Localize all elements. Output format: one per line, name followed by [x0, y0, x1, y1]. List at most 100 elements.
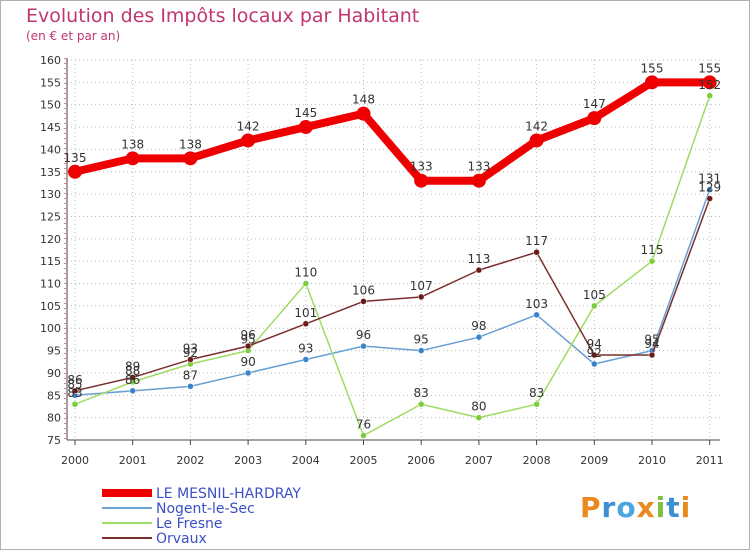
series-point-3	[129, 374, 136, 381]
legend-label: Nogent-le-Sec	[156, 501, 255, 517]
y-tick-label: 85	[47, 389, 61, 402]
series-point-0	[183, 151, 198, 166]
data-label: 142	[525, 119, 548, 133]
data-label: 85	[67, 377, 82, 391]
series-point-3	[71, 387, 79, 395]
data-label: 95	[240, 333, 255, 347]
data-label: 83	[414, 386, 429, 400]
series-point-3	[533, 248, 540, 256]
series-point-3	[648, 351, 656, 359]
series-line-2	[74, 95, 711, 437]
data-label: 117	[525, 234, 548, 248]
data-label: 138	[121, 137, 144, 151]
data-label: 155	[698, 61, 721, 75]
series-layer	[68, 75, 717, 439]
y-tick-label: 155	[40, 76, 61, 89]
series-point-0	[529, 133, 544, 148]
y-tick-label: 80	[47, 412, 61, 425]
series-point-2	[591, 302, 598, 310]
data-label: 83	[529, 386, 544, 400]
data-label: 92	[587, 346, 602, 360]
data-label: 96	[356, 328, 371, 342]
data-label: 96	[240, 328, 255, 342]
y-tick-label: 95	[47, 345, 61, 358]
series-point-0	[702, 75, 717, 90]
series-point-3	[417, 293, 425, 301]
data-label: 87	[183, 368, 198, 382]
data-label: 135	[64, 151, 87, 165]
x-tick-label: 2000	[61, 454, 89, 467]
data-label: 133	[410, 160, 433, 174]
data-label: 86	[67, 373, 82, 387]
series-point-1	[591, 360, 598, 368]
series-line-1	[74, 189, 711, 397]
series-point-2	[648, 257, 656, 265]
series-point-1	[706, 186, 713, 193]
data-label: 148	[352, 93, 375, 107]
proxiti-logo: Proxiti	[580, 491, 691, 524]
data-label: 147	[583, 97, 606, 111]
series-point-0	[414, 173, 429, 188]
data-label: 107	[410, 279, 433, 293]
logo-text: Proxiti	[580, 491, 691, 524]
y-tick-label: 120	[40, 233, 61, 246]
legend-label: Le Fresne	[156, 516, 223, 532]
data-label: 90	[240, 355, 255, 369]
x-tick-label: 2008	[523, 454, 551, 467]
data-label: 94	[644, 337, 659, 351]
series-point-2	[360, 432, 367, 439]
data-label: 93	[183, 342, 198, 356]
data-label: 115	[641, 243, 664, 257]
series-point-2	[302, 280, 310, 287]
grid-layer	[67, 59, 720, 441]
x-tick-label: 2005	[350, 454, 378, 467]
series-line-3	[74, 198, 711, 392]
series-point-3	[244, 342, 252, 350]
series-point-2	[533, 400, 540, 408]
series-line-0	[74, 78, 710, 185]
chart-title: Evolution des Impôts locaux par Habitant	[26, 5, 419, 27]
data-label: 98	[471, 319, 486, 333]
data-label: 129	[698, 181, 721, 195]
data-label: 113	[467, 252, 490, 266]
series-point-3	[360, 298, 367, 305]
data-label: 80	[471, 400, 486, 414]
data-label: 88	[125, 364, 140, 378]
data-label: 152	[698, 78, 721, 92]
series-point-1	[417, 347, 425, 354]
y-tick-label: 90	[47, 367, 61, 380]
series-point-0	[471, 173, 486, 188]
data-label: 133	[467, 160, 490, 174]
series-point-2	[475, 414, 483, 421]
data-label: 83	[67, 386, 82, 400]
data-label: 106	[352, 283, 375, 297]
data-label: 93	[298, 342, 313, 356]
series-point-0	[587, 111, 602, 126]
y-tick-label: 105	[40, 300, 61, 313]
data-label: 95	[644, 333, 659, 347]
x-tick-label: 2006	[407, 454, 435, 467]
x-tick-label: 2001	[119, 454, 147, 467]
legend-label: LE MESNIL-HARDRAY	[156, 486, 301, 502]
y-tick-label: 110	[40, 278, 61, 291]
y-tick-label: 130	[40, 188, 61, 201]
series-point-0	[356, 106, 371, 121]
y-tick-label: 115	[40, 255, 61, 268]
series-point-1	[302, 356, 310, 363]
y-tick-label: 160	[40, 54, 61, 67]
data-label: 131	[698, 172, 721, 186]
y-tick-label: 125	[40, 210, 61, 223]
x-tick-label: 2010	[638, 454, 666, 467]
y-tick-label: 75	[47, 434, 61, 447]
series-point-1	[129, 387, 136, 395]
series-point-0	[125, 151, 140, 166]
series-point-0	[645, 75, 659, 90]
y-tick-label: 135	[40, 166, 61, 179]
x-tick-label: 2009	[580, 454, 608, 467]
series-point-0	[68, 164, 82, 179]
y-tick-label: 100	[40, 322, 61, 335]
y-tick-label: 145	[40, 121, 61, 134]
data-label: 142	[237, 119, 260, 133]
